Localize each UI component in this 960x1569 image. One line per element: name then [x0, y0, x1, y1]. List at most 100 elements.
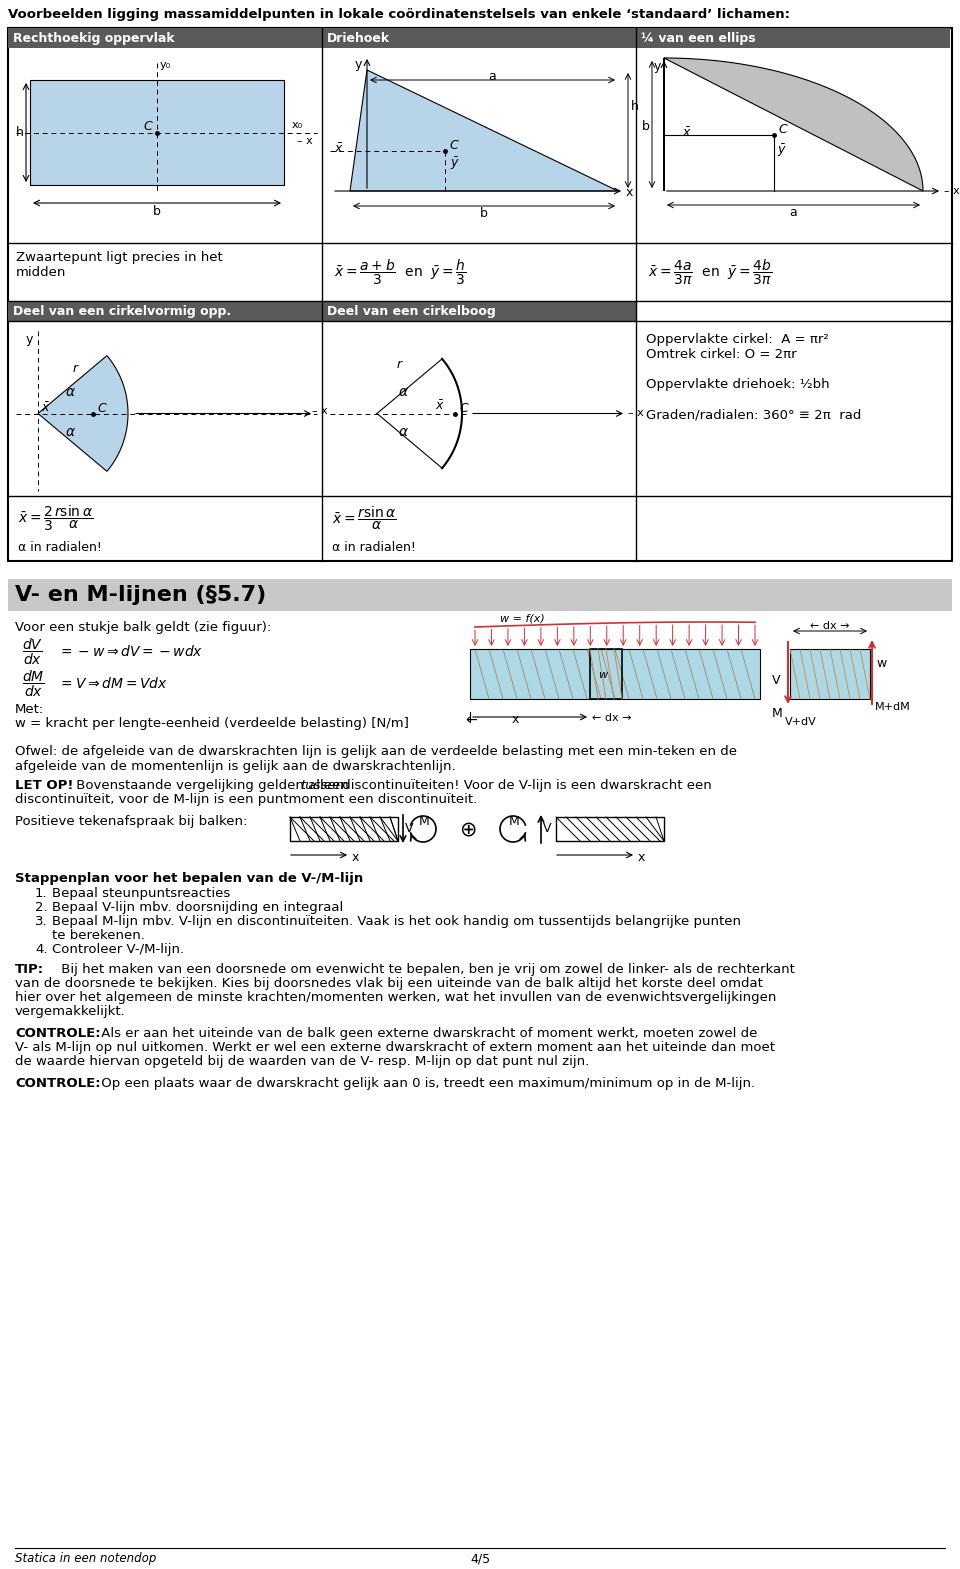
Text: w: w [598, 670, 607, 679]
Text: vergemakkelijkt.: vergemakkelijkt. [15, 1006, 126, 1018]
Text: CONTROLE:: CONTROLE: [15, 1028, 101, 1040]
Text: Voorbeelden ligging massamiddelpunten in lokale coördinatenstelsels van enkele ‘: Voorbeelden ligging massamiddelpunten in… [8, 8, 790, 20]
Text: V- als M-lijn op nul uitkomen. Werkt er wel een externe dwarskracht of extern mo: V- als M-lijn op nul uitkomen. Werkt er … [15, 1040, 775, 1054]
Bar [290, 817, 398, 841]
Text: C: C [143, 119, 152, 132]
Text: $\bar{x} = \dfrac{a+b}{3}$  en  $\bar{y} = \dfrac{h}{3}$: $\bar{x} = \dfrac{a+b}{3}$ en $\bar{y} =… [334, 257, 467, 287]
Text: ←: ← [465, 712, 476, 726]
Text: Controleer V-/M-lijn.: Controleer V-/M-lijn. [52, 943, 184, 956]
Text: $\dfrac{dV}{dx}$: $\dfrac{dV}{dx}$ [22, 637, 43, 667]
Text: a: a [489, 71, 496, 83]
Text: – x: – x [312, 405, 327, 416]
Text: w = kracht per lengte-eenheid (verdeelde belasting) [N/m]: w = kracht per lengte-eenheid (verdeelde… [15, 717, 409, 730]
Text: – x: – x [944, 187, 960, 196]
Text: 2.: 2. [35, 901, 48, 915]
Text: Bepaal V-lijn mbv. doorsnijding en integraal: Bepaal V-lijn mbv. doorsnijding en integ… [52, 901, 344, 915]
Bar [8, 579, 952, 610]
Text: $= V \Rightarrow dM = Vdx$: $= V \Rightarrow dM = Vdx$ [58, 676, 168, 692]
Text: V: V [543, 822, 551, 835]
Text: discontinuïteit, voor de M-lijn is een puntmoment een discontinuïteit.: discontinuïteit, voor de M-lijn is een p… [15, 792, 477, 806]
Text: $\bar{x} = \dfrac{r\sin\alpha}{\alpha}$: $\bar{x} = \dfrac{r\sin\alpha}{\alpha}$ [332, 505, 396, 532]
Text: α in radialen!: α in radialen! [332, 541, 416, 554]
Text: te berekenen.: te berekenen. [52, 929, 145, 941]
Text: CONTROLE:: CONTROLE: [15, 1076, 101, 1090]
Bar [8, 28, 322, 49]
Text: r: r [73, 361, 78, 375]
Text: y: y [355, 58, 362, 71]
Text: $\dfrac{dM}{dx}$: $\dfrac{dM}{dx}$ [22, 668, 45, 700]
Bar [8, 28, 952, 562]
Bar [322, 28, 636, 49]
Text: α: α [399, 425, 408, 439]
Text: α in radialen!: α in radialen! [18, 541, 102, 554]
Text: ← dx →: ← dx → [810, 621, 850, 631]
Text: C: C [97, 402, 106, 414]
Text: M+dM: M+dM [875, 701, 911, 712]
Bar [322, 301, 636, 322]
Text: $\bar{x}$: $\bar{x}$ [334, 143, 344, 157]
Text: C: C [779, 122, 787, 135]
Text: Deel van een cirkelboog: Deel van een cirkelboog [327, 304, 495, 319]
Text: $\bar{x}$: $\bar{x}$ [41, 402, 51, 416]
Text: $\bar{x} = \dfrac{4a}{3\pi}$  en  $\bar{y} = \dfrac{4b}{3\pi}$: $\bar{x} = \dfrac{4a}{3\pi}$ en $\bar{y}… [648, 257, 773, 287]
Text: TIP:: TIP: [15, 963, 44, 976]
Text: $\bar{y}$: $\bar{y}$ [777, 143, 787, 158]
Polygon shape [350, 71, 618, 191]
Text: y: y [654, 60, 661, 74]
Text: tussen: tussen [300, 778, 344, 792]
Text: $\bar{x}$: $\bar{x}$ [435, 400, 445, 413]
Text: Statica in een notendop: Statica in een notendop [15, 1552, 156, 1564]
Text: discontinuïteiten! Voor de V-lijn is een dwarskracht een: discontinuïteiten! Voor de V-lijn is een… [338, 778, 711, 792]
Text: α: α [66, 386, 75, 400]
Text: h: h [16, 127, 24, 140]
Text: Positieve tekenafspraak bij balken:: Positieve tekenafspraak bij balken: [15, 814, 248, 828]
Text: x₀: x₀ [292, 121, 303, 130]
Text: Als er aan het uiteinde van de balk geen externe dwarskracht of moment werkt, mo: Als er aan het uiteinde van de balk geen… [97, 1028, 757, 1040]
Text: C: C [459, 402, 468, 414]
Text: C: C [449, 138, 458, 152]
Text: a: a [790, 206, 798, 220]
Text: V+dV: V+dV [785, 717, 817, 726]
Text: Rechthoekig oppervlak: Rechthoekig oppervlak [13, 31, 175, 46]
Text: hier over het algemeen de minste krachten/momenten werken, wat het invullen van : hier over het algemeen de minste krachte… [15, 992, 777, 1004]
Text: $\bar{x} = \dfrac{2}{3}\dfrac{r\sin\alpha}{\alpha}$: $\bar{x} = \dfrac{2}{3}\dfrac{r\sin\alph… [18, 504, 93, 533]
Text: Met:: Met: [15, 703, 44, 715]
Text: V: V [405, 822, 414, 835]
Bar [470, 650, 760, 700]
Text: – x: – x [297, 135, 313, 146]
Text: Voor een stukje balk geldt (zie figuur):: Voor een stukje balk geldt (zie figuur): [15, 621, 272, 634]
Text: w = f(x): w = f(x) [500, 613, 544, 623]
Text: α: α [399, 386, 408, 400]
Text: 3.: 3. [35, 915, 48, 927]
Text: x: x [638, 850, 645, 865]
Text: ¼ van een ellips: ¼ van een ellips [641, 31, 756, 46]
Text: V: V [772, 675, 780, 687]
Text: Bij het maken van een doorsnede om evenwicht te bepalen, ben je vrij om zowel de: Bij het maken van een doorsnede om evenw… [57, 963, 795, 976]
Text: – x: – x [628, 408, 644, 419]
Polygon shape [38, 356, 128, 471]
Bar [590, 650, 622, 700]
Text: α: α [66, 425, 75, 439]
Bar [790, 650, 870, 700]
Text: M: M [509, 814, 519, 828]
Bar [8, 301, 322, 322]
Text: Bovenstaande vergelijking gelden alleen: Bovenstaande vergelijking gelden alleen [72, 778, 353, 792]
Text: M: M [772, 708, 782, 720]
Text: Zwaartepunt ligt precies in het
midden: Zwaartepunt ligt precies in het midden [16, 251, 223, 279]
Text: b: b [480, 207, 488, 220]
Text: de waarde hiervan opgeteld bij de waarden van de V- resp. M-lijn op dat punt nul: de waarde hiervan opgeteld bij de waarde… [15, 1054, 589, 1068]
Text: x: x [626, 187, 634, 199]
Text: LET OP!: LET OP! [15, 778, 74, 792]
Text: $\bar{y}$: $\bar{y}$ [450, 155, 460, 173]
Bar [636, 28, 950, 49]
Text: w: w [876, 657, 886, 670]
Text: Deel van een cirkelvormig opp.: Deel van een cirkelvormig opp. [13, 304, 231, 319]
Text: Ofwel: de afgeleide van de dwarskrachten lijn is gelijk aan de verdeelde belasti: Ofwel: de afgeleide van de dwarskrachten… [15, 745, 737, 774]
Text: y₀: y₀ [160, 60, 171, 71]
Text: x: x [512, 712, 518, 726]
Text: b: b [153, 206, 161, 218]
Text: h: h [631, 100, 638, 113]
Text: Bepaal steunpuntsreacties: Bepaal steunpuntsreacties [52, 886, 230, 901]
Text: $\bar{x}$: $\bar{x}$ [682, 127, 692, 140]
Bar [556, 817, 664, 841]
